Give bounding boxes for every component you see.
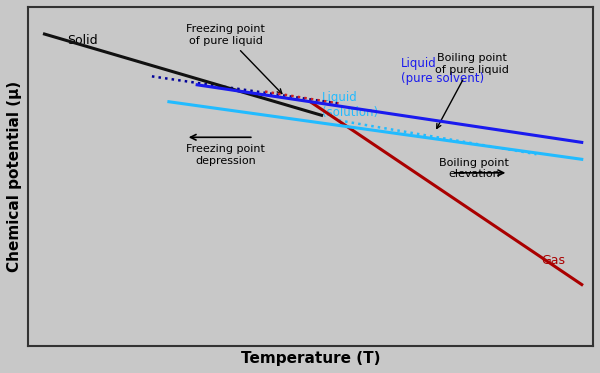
X-axis label: Temperature (T): Temperature (T) bbox=[241, 351, 380, 366]
Text: Solid: Solid bbox=[67, 34, 98, 47]
Text: Boiling point
elevation: Boiling point elevation bbox=[439, 158, 509, 179]
Text: Boiling point
of pure liquid: Boiling point of pure liquid bbox=[434, 53, 508, 128]
Text: Gas: Gas bbox=[541, 254, 565, 267]
Text: Freezing point
depression: Freezing point depression bbox=[186, 144, 265, 166]
Y-axis label: Chemical potential (μ): Chemical potential (μ) bbox=[7, 81, 22, 272]
Text: Freezing point
of pure liquid: Freezing point of pure liquid bbox=[186, 24, 282, 94]
Text: Liquid
(solution): Liquid (solution) bbox=[322, 91, 378, 119]
Text: Liquid
(pure solvent): Liquid (pure solvent) bbox=[401, 57, 484, 85]
